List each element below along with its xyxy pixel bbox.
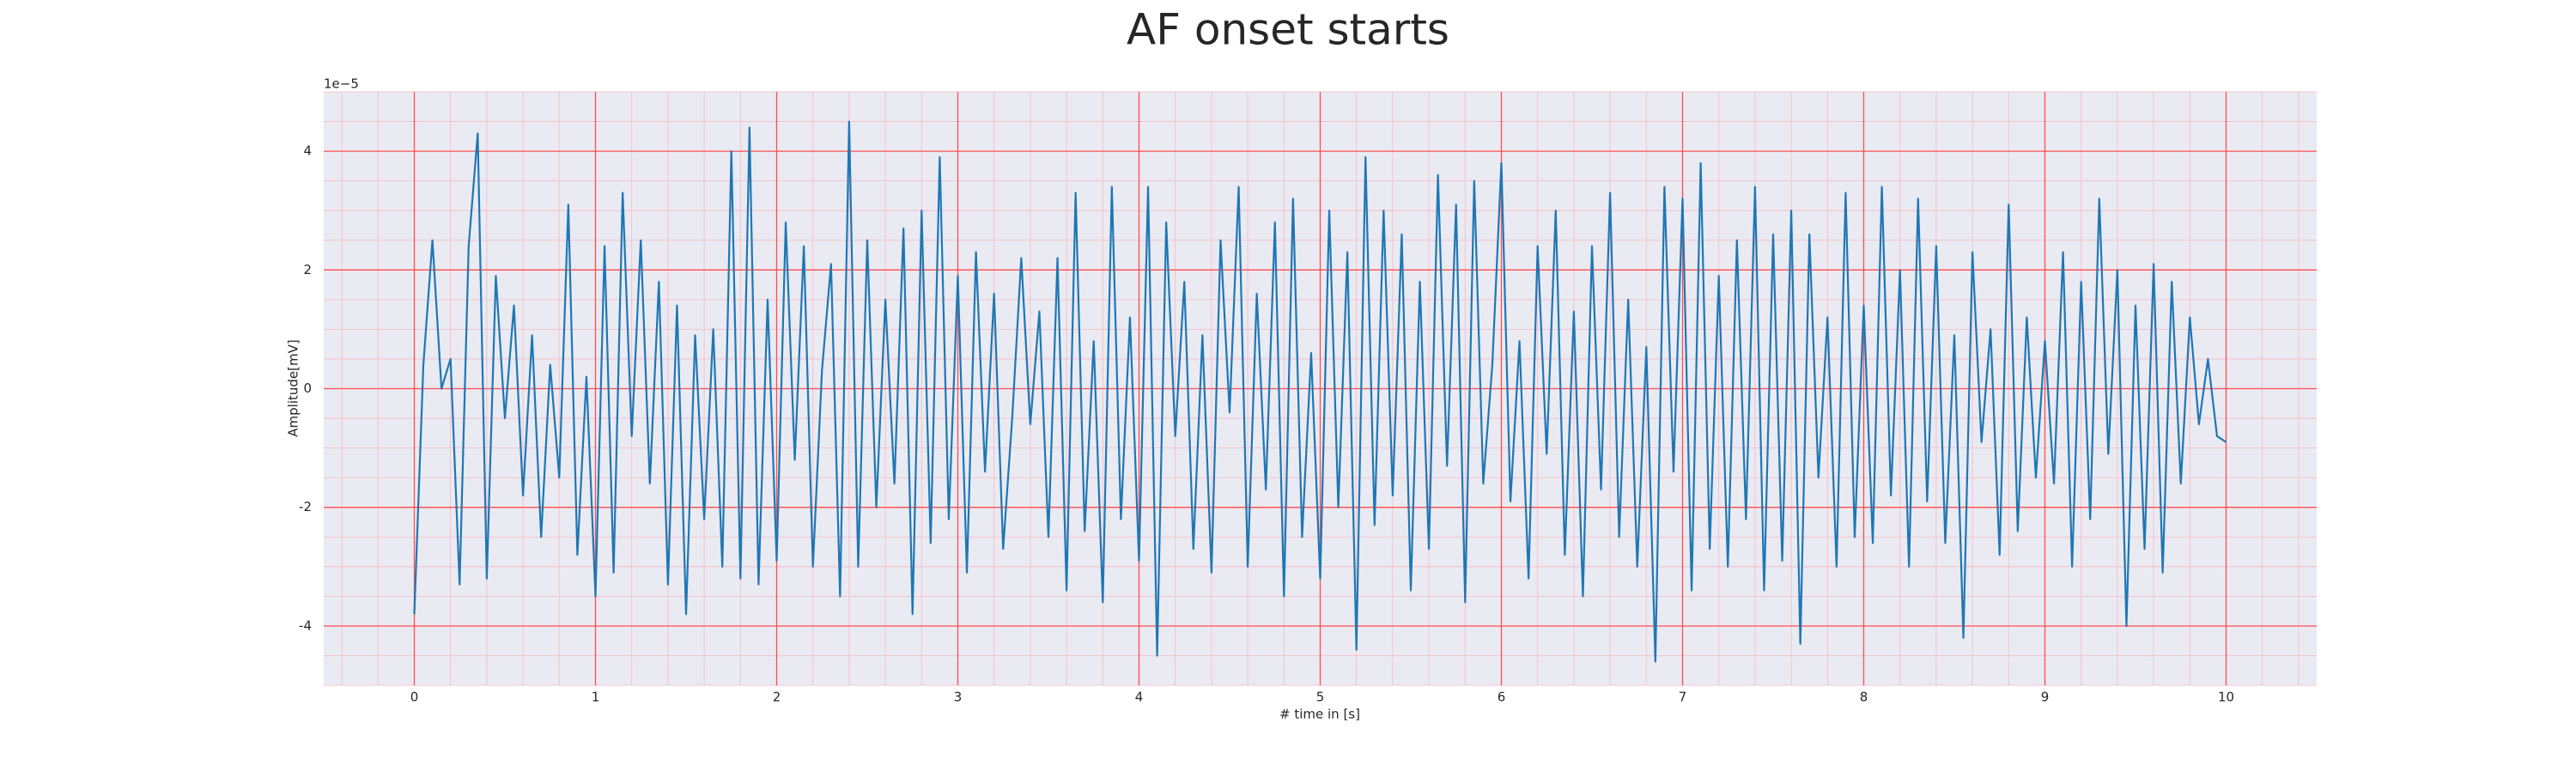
y-axis-label: Amplitude[mV]: [286, 339, 301, 436]
chart-title: AF onset starts: [1127, 5, 1449, 55]
x-tick-label: 5: [1316, 690, 1325, 705]
x-tick-label: 10: [2218, 690, 2234, 705]
x-tick-label: 1: [592, 690, 600, 705]
y-tick-label: 2: [303, 262, 312, 277]
x-tick-label: 3: [954, 690, 963, 705]
x-axis-label: # time in [s]: [1279, 707, 1360, 722]
y-offset-label: 1e−5: [324, 76, 359, 92]
y-tick-label: -4: [299, 618, 312, 633]
x-tick-label: 9: [2041, 690, 2050, 705]
x-tick-label: 8: [1860, 690, 1868, 705]
signal-line: [413, 120, 2227, 663]
x-tick-label: 7: [1679, 690, 1687, 705]
y-tick-label: 4: [303, 143, 312, 159]
x-tick-label: 0: [410, 690, 419, 705]
x-tick-label: 6: [1498, 690, 1506, 705]
x-tick-label: 2: [773, 690, 781, 705]
y-tick-label: -2: [299, 499, 312, 514]
y-tick-label: 0: [303, 380, 312, 396]
x-tick-label: 4: [1135, 690, 1144, 705]
